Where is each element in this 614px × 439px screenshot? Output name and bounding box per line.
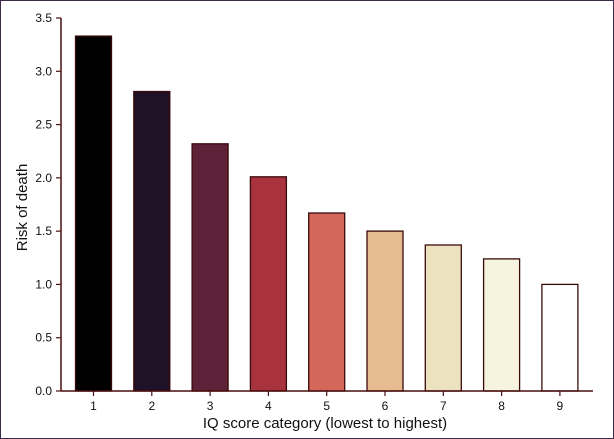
bar-9 bbox=[541, 283, 579, 392]
bar-1 bbox=[74, 35, 113, 392]
y-tick-label: 2.0 bbox=[35, 171, 52, 185]
x-tick-label: 1 bbox=[90, 399, 97, 413]
x-tick-label: 2 bbox=[148, 399, 155, 413]
y-tick-label: 0.5 bbox=[35, 331, 52, 345]
x-axis-title: IQ score category (lowest to highest) bbox=[203, 415, 447, 432]
bar-2 bbox=[133, 90, 171, 392]
x-tick-label: 8 bbox=[498, 399, 505, 413]
y-axis-title: Risk of death bbox=[14, 164, 31, 252]
y-tick-label: 1.0 bbox=[35, 277, 52, 291]
y-tick-label: 1.5 bbox=[35, 224, 52, 238]
x-ticks: 1 2 3 4 5 6 7 8 9 bbox=[90, 391, 564, 413]
x-tick-label: 9 bbox=[557, 399, 564, 413]
bar-8 bbox=[482, 258, 521, 392]
bar-5 bbox=[308, 212, 346, 392]
y-tick-label: 2.5 bbox=[35, 118, 52, 132]
x-tick-label: 4 bbox=[265, 399, 272, 413]
y-ticks: 0.0 0.5 1.0 1.5 2.0 2.5 3.0 3.5 bbox=[35, 11, 61, 398]
y-tick-label: 3.0 bbox=[35, 64, 52, 78]
x-tick-label: 7 bbox=[440, 399, 447, 413]
bar-6 bbox=[366, 230, 404, 392]
y-tick-label: 0.0 bbox=[35, 384, 52, 398]
x-tick-label: 5 bbox=[323, 399, 330, 413]
x-tick-label: 6 bbox=[382, 399, 389, 413]
bars-layer bbox=[74, 35, 579, 392]
bar-4 bbox=[249, 176, 288, 392]
bar-7 bbox=[424, 244, 462, 392]
bar-3 bbox=[191, 143, 229, 392]
x-tick-label: 3 bbox=[207, 399, 214, 413]
y-tick-label: 3.5 bbox=[35, 11, 52, 25]
